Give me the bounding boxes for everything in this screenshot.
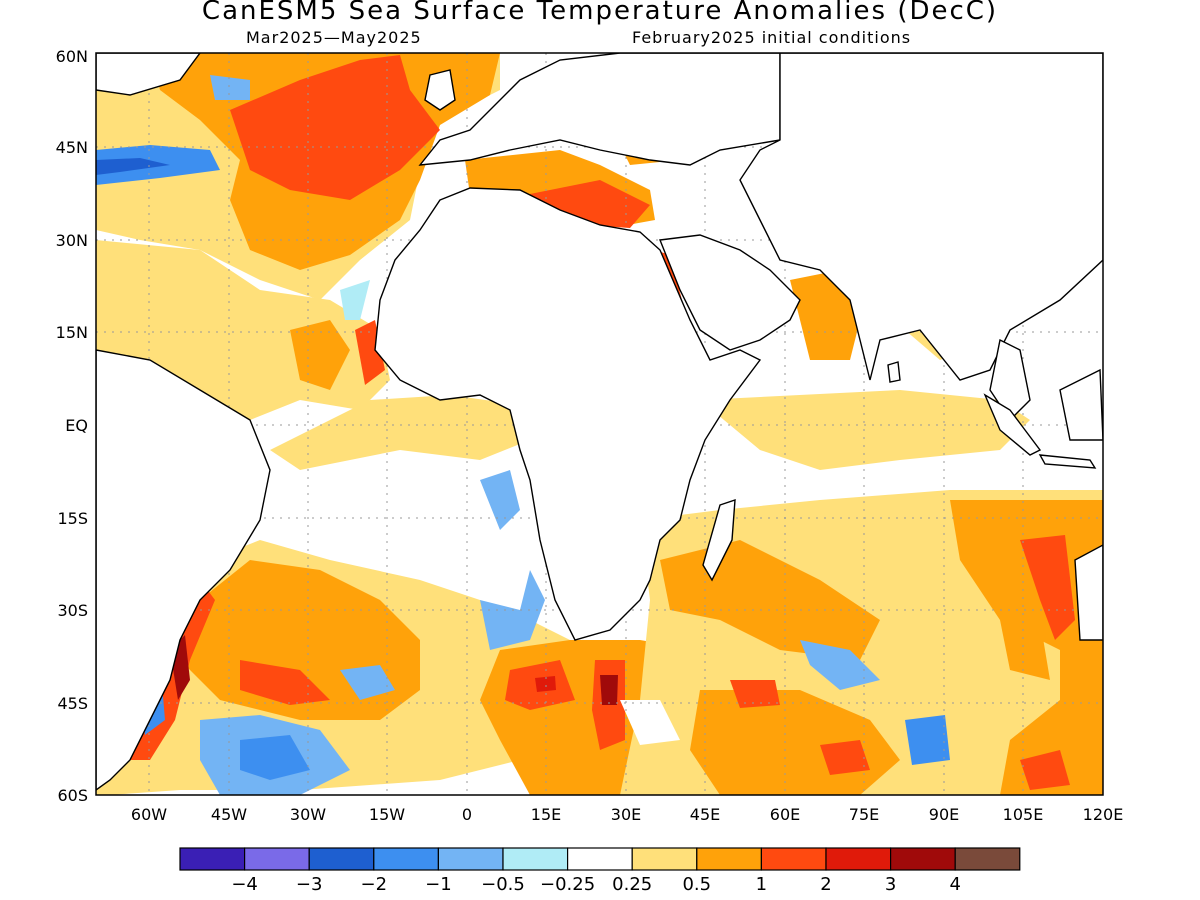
borneo-island bbox=[1059, 368, 1103, 441]
legend-color-swatch bbox=[308, 847, 375, 871]
lon-label-90e: 90E bbox=[929, 805, 959, 824]
legend-label: −4 bbox=[231, 874, 258, 895]
asia-landmass bbox=[739, 53, 1103, 381]
africa-landmass bbox=[374, 187, 762, 641]
sri-lanka-island bbox=[887, 361, 901, 383]
legend-label: 2 bbox=[820, 874, 831, 895]
anomaly-region bbox=[480, 470, 520, 530]
sumatra-island bbox=[983, 393, 1042, 456]
lon-label-75e: 75E bbox=[849, 805, 879, 824]
legend-label: 0.5 bbox=[682, 874, 711, 895]
anomaly-region bbox=[1000, 620, 1050, 680]
lon-label-15e: 15E bbox=[531, 805, 561, 824]
legend-label: 0.25 bbox=[612, 874, 652, 895]
legend-label: −0.5 bbox=[481, 874, 525, 895]
lat-label-60n: 60N bbox=[56, 47, 88, 66]
legend-label: 3 bbox=[885, 874, 896, 895]
lon-label-15w: 15W bbox=[369, 805, 405, 824]
lat-label-eq: EQ bbox=[65, 416, 88, 435]
anomaly-region bbox=[1000, 640, 1103, 795]
legend-label: −2 bbox=[361, 874, 388, 895]
australia-landmass bbox=[1074, 544, 1103, 641]
lat-label-30n: 30N bbox=[56, 231, 88, 250]
anomaly-region bbox=[700, 390, 1030, 470]
legend-color-swatch bbox=[437, 847, 504, 871]
legend-color-swatch bbox=[244, 847, 310, 871]
lat-label-15s: 15S bbox=[57, 509, 88, 528]
lon-label-0: 0 bbox=[462, 805, 472, 824]
anomaly-region bbox=[290, 320, 350, 390]
lon-label-30e: 30E bbox=[611, 805, 641, 824]
anomaly-region bbox=[620, 700, 680, 745]
legend-color-swatch bbox=[179, 847, 246, 871]
anomaly-region bbox=[730, 680, 780, 708]
anomaly-region bbox=[240, 735, 310, 780]
anomaly-region bbox=[96, 158, 170, 175]
lat-label-30s: 30S bbox=[57, 601, 88, 620]
arabia-landmass bbox=[659, 234, 801, 351]
anomaly-region bbox=[600, 675, 618, 705]
anomaly-region bbox=[340, 280, 370, 320]
lon-label-60e: 60E bbox=[770, 805, 800, 824]
lat-label-15n: 15N bbox=[56, 323, 88, 342]
legend-label: 1 bbox=[756, 874, 767, 895]
forecast-period: Mar2025—May2025 bbox=[246, 28, 422, 47]
lon-label-45e: 45E bbox=[690, 805, 720, 824]
lat-label-60s: 60S bbox=[57, 786, 88, 805]
java-island bbox=[1038, 454, 1097, 469]
legend-color-swatch bbox=[760, 847, 827, 871]
anomaly-region bbox=[210, 75, 250, 100]
legend-color-swatch bbox=[889, 847, 956, 871]
legend-color-swatch bbox=[373, 847, 439, 871]
anomaly-region bbox=[535, 676, 556, 692]
anomaly-region bbox=[905, 715, 950, 765]
legend-color-swatch bbox=[566, 847, 633, 871]
legend-color-swatch bbox=[825, 847, 892, 871]
south-america-landmass bbox=[96, 349, 271, 791]
initial-conditions: February2025 initial conditions bbox=[632, 28, 912, 47]
lon-label-120e: 120E bbox=[1083, 805, 1124, 824]
coastlines bbox=[96, 53, 1103, 791]
latitude-axis: 60N 45N 30N 15N EQ 15S 30S 45S 60S bbox=[56, 47, 88, 805]
lat-label-45s: 45S bbox=[57, 694, 88, 713]
british-isles bbox=[424, 69, 456, 111]
legend-color-swatch bbox=[954, 847, 1021, 871]
legend-label: −1 bbox=[425, 874, 452, 895]
map-title: CanESM5 Sea Surface Temperature Anomalie… bbox=[201, 0, 999, 26]
southeast-asia-landmass bbox=[989, 338, 1031, 422]
anomaly-region bbox=[1020, 535, 1075, 640]
plot-frame bbox=[95, 52, 1104, 796]
legend-color-swatch bbox=[631, 847, 698, 871]
lon-label-30w: 30W bbox=[290, 805, 326, 824]
lon-label-105e: 105E bbox=[1003, 805, 1044, 824]
anomaly-region bbox=[820, 740, 870, 775]
anomaly-region bbox=[340, 665, 395, 700]
legend-color-swatch bbox=[696, 847, 762, 871]
anomaly-region bbox=[1020, 750, 1070, 790]
anomaly-region bbox=[230, 55, 440, 200]
greenland-landmass bbox=[96, 53, 201, 96]
lat-label-45n: 45N bbox=[56, 138, 88, 157]
legend-label: 4 bbox=[949, 874, 960, 895]
longitude-axis: 60W 45W 30W 15W 0 15E 30E 45E 60E 75E 90… bbox=[131, 805, 1123, 824]
madagascar-island bbox=[702, 499, 736, 582]
legend-color-swatch bbox=[502, 847, 569, 871]
anomaly-region bbox=[800, 640, 880, 690]
legend-label: −3 bbox=[296, 874, 323, 895]
lon-label-60w: 60W bbox=[131, 805, 167, 824]
lon-label-45w: 45W bbox=[211, 805, 247, 824]
anomaly-region bbox=[270, 395, 530, 470]
legend-label: −0.25 bbox=[540, 874, 595, 895]
color-bar-legend: −4 −3 −2 −1 −0.5 −0.25 0.25 0.5 1 2 3 4 bbox=[179, 847, 1021, 895]
